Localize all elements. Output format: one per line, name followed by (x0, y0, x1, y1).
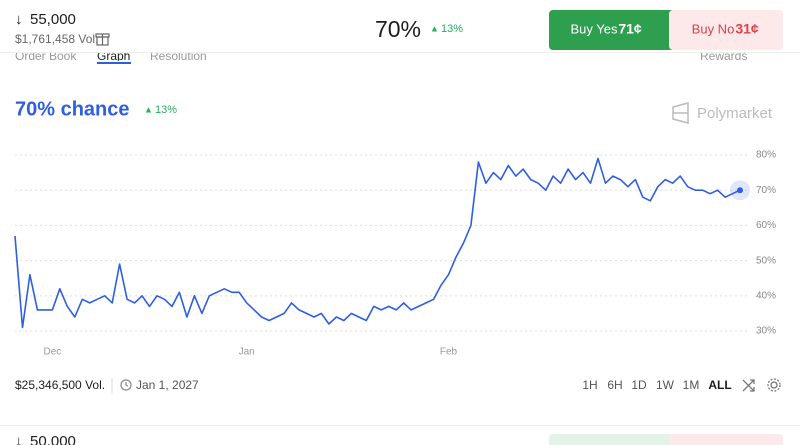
up-arrow: ▲ (144, 104, 153, 114)
price: 70% (375, 16, 421, 42)
tab-underline (97, 62, 131, 64)
range-button[interactable]: 1M (683, 378, 700, 392)
range-button[interactable]: 6H (607, 378, 622, 392)
y-tick-label: 50% (756, 255, 776, 266)
y-tick-label: 30% (756, 326, 776, 337)
arrow: ↓ (15, 11, 23, 28)
divider (0, 52, 800, 53)
y-tick-label: 40% (756, 290, 776, 301)
range-button[interactable]: 1D (631, 378, 647, 392)
buy-yes-price[interactable]: 71¢ (618, 21, 642, 37)
y-tick-label: 60% (756, 220, 776, 231)
range-button[interactable]: 1H (582, 378, 597, 392)
y-tick-label: 70% (756, 185, 776, 196)
next-target: 50,000 (30, 433, 76, 445)
buy-no-button[interactable] (669, 10, 783, 50)
x-tick-label: Feb (440, 347, 458, 358)
brand-logo (672, 102, 689, 124)
arrow: ↓ (15, 433, 23, 445)
chance-change: 13% (155, 104, 177, 116)
brand: Polymarket (697, 105, 773, 122)
buy-no-label[interactable]: Buy No (692, 21, 735, 36)
tab[interactable]: Order Book (15, 49, 77, 63)
end-date: Jan 1, 2027 (136, 378, 199, 392)
settings-icon[interactable] (767, 378, 781, 392)
buy-yes-label[interactable]: Buy Yes (571, 21, 618, 36)
buy-no-price[interactable]: 31¢ (735, 21, 759, 37)
clock-icon (120, 379, 132, 391)
range-button[interactable]: ALL (708, 378, 731, 392)
volume: $1,761,458 Vol. (15, 32, 98, 46)
range-button[interactable]: 1W (656, 378, 675, 392)
gift-icon (95, 33, 110, 46)
total-volume: $25,346,500 Vol. (15, 378, 105, 392)
end-point (737, 187, 743, 194)
price-line (14, 157, 741, 329)
chance: 70% chance (15, 98, 130, 120)
up-arrow: ▲ (430, 23, 439, 33)
change: 13% (441, 23, 463, 35)
next-buy-yes[interactable] (549, 434, 676, 445)
x-tick-label: Dec (43, 347, 61, 358)
target: 55,000 (30, 11, 76, 28)
shuffle-icon[interactable] (742, 379, 755, 392)
next-buy-no[interactable] (669, 434, 783, 445)
buy-yes-button[interactable] (549, 10, 676, 50)
divider (0, 425, 800, 426)
tab-right[interactable]: Rewards (700, 49, 747, 63)
y-tick-label: 80% (756, 150, 776, 161)
x-tick-label: Jan (239, 347, 255, 358)
tab[interactable]: Graph (97, 49, 130, 63)
tab[interactable]: Resolution (150, 49, 207, 63)
